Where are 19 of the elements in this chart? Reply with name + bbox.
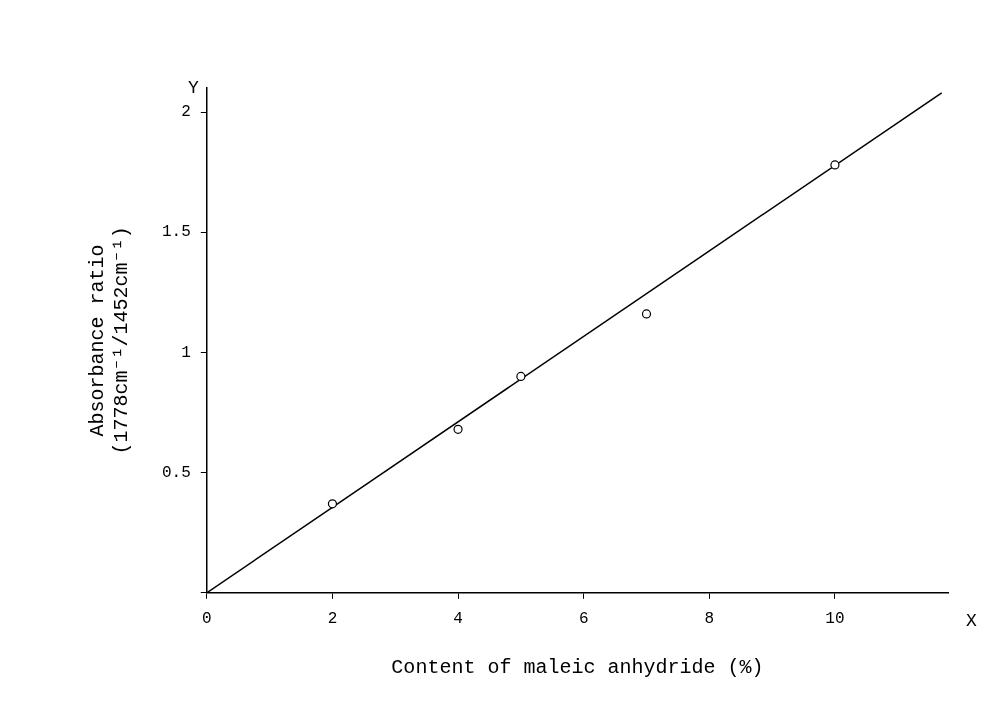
y-tick-label: 2 (181, 103, 191, 122)
x-tick-label: 2 (327, 609, 338, 628)
y-tick-label: 0.5 (161, 463, 191, 482)
x-tick-label: 10 (825, 609, 845, 628)
y-axis-title: Absorbance ratio (1778cm⁻¹/1452cm⁻¹) (86, 226, 134, 455)
x-tick-label: 0 (202, 609, 212, 628)
x-tick-label: 4 (453, 609, 463, 628)
text: Y (187, 77, 199, 98)
x-axis-title: Content of maleic anhydride (%) (391, 656, 764, 680)
x-tick-label: 6 (578, 609, 589, 628)
point (830, 160, 840, 170)
point (516, 371, 526, 382)
y-tick-label: 1 (181, 343, 191, 362)
x-tick-label: 8 (704, 609, 715, 628)
point (453, 424, 463, 434)
point (327, 499, 338, 509)
y-tick-label: 1.5 (161, 223, 191, 242)
text: X (966, 610, 977, 631)
point (641, 309, 652, 319)
